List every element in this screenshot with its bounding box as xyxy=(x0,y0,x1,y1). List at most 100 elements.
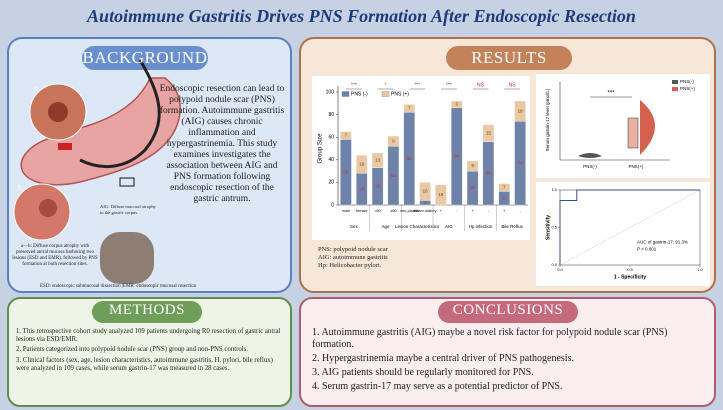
value-label: 13 xyxy=(375,158,381,163)
significance: *** xyxy=(351,82,357,88)
value-label: 18 xyxy=(518,108,524,113)
group-label: Lesion Characteristics xyxy=(395,224,440,229)
abbreviations: ESD: endoscopic submucosal dissection |E… xyxy=(40,284,197,289)
y-label: Serum gastrin-17 level (pmol/L) xyxy=(545,88,550,151)
bar-segment xyxy=(403,104,415,113)
bar-segment xyxy=(419,182,431,201)
conclusion-item: 2. Hypergastrinemia maybe a central driv… xyxy=(312,353,574,364)
conclusions-list: 1. Autoimmune gastritis (AIG) maybe a no… xyxy=(312,327,707,393)
stomach xyxy=(20,77,181,186)
value-label: 30 xyxy=(470,185,476,190)
value-label: 58 xyxy=(343,169,349,174)
heading: BACKGROUND xyxy=(82,48,208,67)
x-tick-label: inflam-matory xyxy=(414,209,437,213)
value-label: 15 xyxy=(486,130,492,135)
roc-box xyxy=(536,182,710,286)
value-label: 16 xyxy=(359,162,365,167)
heading: METHODS xyxy=(108,302,185,318)
x-tick-label: neo-plastic xyxy=(400,209,418,213)
x-tick-label: - xyxy=(519,209,521,213)
annotation: P < 0.001 xyxy=(637,247,657,252)
legend-entry: PNS(-) xyxy=(680,79,694,84)
bar-segment xyxy=(514,100,526,122)
value-label: 9 xyxy=(471,163,474,168)
bar-segment xyxy=(482,124,495,142)
y-label: Sensitivity xyxy=(545,215,551,240)
ab-caption: a—b: Diffuse corpus atrophy with preserv… xyxy=(12,244,98,267)
lesion xyxy=(48,102,68,122)
value-label: 52 xyxy=(391,173,397,178)
title: Autoimmune Gastritis Drives PNS Formatio… xyxy=(87,6,636,26)
group-label: Hp infection xyxy=(469,224,493,229)
bar-segment xyxy=(387,135,400,147)
y-tick-label: 0.5 xyxy=(551,225,557,230)
group-label: Bile Reflux xyxy=(501,224,523,229)
results-header xyxy=(446,46,572,70)
value-label: 7 xyxy=(408,106,411,111)
method-item: 1. This retrospective cohort study analy… xyxy=(16,328,281,344)
bar-segment xyxy=(356,155,368,174)
lesion-marker xyxy=(58,143,72,150)
y-tick-label: 60 xyxy=(328,135,334,141)
methods-list: 1. This retrospective cohort study analy… xyxy=(16,328,284,373)
background-header xyxy=(82,46,208,70)
value-label: 7 xyxy=(345,133,348,138)
x-tick-label: - xyxy=(488,209,490,213)
y-tick-label: 20 xyxy=(328,180,334,186)
notes: PNS: polypoid nodule scar AIG: autoimmun… xyxy=(318,246,518,270)
y-tick-label: 80 xyxy=(328,112,334,118)
roc-curve xyxy=(559,189,700,265)
y-tick-label: 1.0 xyxy=(551,187,557,192)
value-label: 82 xyxy=(407,156,413,161)
note: AIG: autoimmune gastritis xyxy=(318,254,388,261)
legend-swatch xyxy=(381,91,390,97)
value-label: 28 xyxy=(359,186,365,191)
value-label: 16 xyxy=(423,189,429,194)
atrophy-marker xyxy=(119,177,135,187)
legend-entry: PNS (+) xyxy=(391,91,409,97)
value-label: 86 xyxy=(454,154,460,159)
group-label: Age xyxy=(381,224,390,229)
x-label: 1 - Specificity xyxy=(614,274,646,280)
background-text: Endoscopic resection can lead to polypoi… xyxy=(159,84,285,204)
y-tick-label: 0.0 xyxy=(551,262,557,267)
violin-shape xyxy=(578,153,602,158)
violin-box xyxy=(536,74,710,178)
methods-panel xyxy=(7,297,292,407)
bar-segment xyxy=(498,183,510,192)
endoscope xyxy=(79,59,161,169)
value-label: 9 xyxy=(392,138,395,143)
x-tick-label: <60 xyxy=(374,209,380,213)
group-label: Sex xyxy=(350,224,359,229)
x-tick-label: - xyxy=(456,209,458,213)
bar-segment xyxy=(371,152,384,168)
bar-segment xyxy=(340,131,352,140)
x-tick-label: ≥60 xyxy=(390,209,396,213)
x-tick-label: 0.0 xyxy=(557,267,563,272)
value-label: 12 xyxy=(502,195,508,200)
group-label: PNS(+) xyxy=(629,164,644,169)
violin: *** PNS(-) PNS(+) Serum gastrin-17 level… xyxy=(545,79,695,169)
aig-image xyxy=(100,232,154,284)
y-label: Group Size xyxy=(318,133,324,164)
significance: *** xyxy=(607,91,615,97)
y-tick-label: 0 xyxy=(331,202,334,208)
aig-caption: AIG: Diffuse mucosal atrophy in the gast… xyxy=(100,204,156,215)
legend-swatch xyxy=(672,87,678,91)
methods-header xyxy=(92,301,202,323)
value-label: 4 xyxy=(424,200,427,205)
x-tick-label: 1.0 xyxy=(697,267,703,272)
x-tick-label: female xyxy=(356,209,367,213)
lesion xyxy=(39,199,57,217)
box xyxy=(627,117,639,149)
bar-segment xyxy=(466,160,479,172)
bar-segment xyxy=(435,184,447,206)
group-label: PNS(-) xyxy=(583,164,597,169)
legend-swatch xyxy=(341,91,350,97)
method-item: 3. Clinical factors (sex, age, lesion ch… xyxy=(16,356,273,372)
x-tick-label: + xyxy=(503,209,506,213)
value-label: 6 xyxy=(455,102,458,107)
significance: NS xyxy=(477,82,485,88)
